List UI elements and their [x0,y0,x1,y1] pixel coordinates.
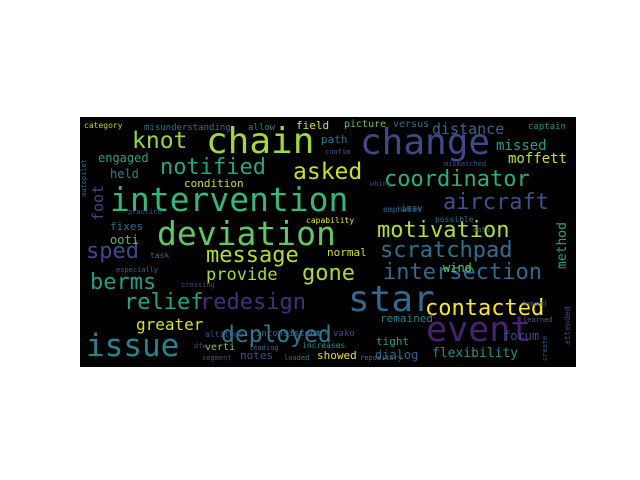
word-contacted: contacted [425,296,545,321]
word-showed: showed [317,349,357,362]
word-chain: chain [206,121,315,162]
word-notes: notes [240,349,274,362]
word-aircraft: aircraft [443,190,549,215]
word-whiny: whiny [370,180,392,188]
word-issue: issue [86,328,180,364]
word-learned: learned [523,316,553,324]
word-asked: asked [293,159,363,185]
word-leading: leading [249,344,279,352]
word-imav: imav [401,204,423,214]
word-cloud: intervention deviation chain change even… [80,117,576,367]
word-coordinator: coordinator [384,167,530,192]
word-start: start [307,329,329,337]
word-altitude: altitude [205,330,244,339]
word-attended: attended [563,306,572,345]
word-misunderstanding: misunderstanding [144,123,231,133]
word-condition: condition [184,177,244,190]
word-loaded: loaded [284,354,310,362]
word-normal: normal [327,246,367,259]
word-star: star [348,279,435,320]
word-deviation: deviation [157,214,336,253]
word-scratchpad: scratchpad [380,238,513,263]
word-relief: relief [124,290,204,315]
word-possible: possible [435,215,474,224]
word-dialog: dialog [375,348,419,362]
word-repository: repository [360,354,403,362]
word-demand: demand [521,300,547,308]
word-foot: foot [89,184,107,221]
word-notified: notified [160,155,266,180]
word-inconsistent: inconsistent [256,329,322,339]
word-category: category [84,121,123,130]
word-berms: berms [90,270,157,295]
word-provide: provide [206,265,278,285]
word-method: method [555,222,570,269]
word-dfw: dfw [194,342,207,350]
word-confim: confim [325,148,351,156]
word-vako: vako [333,329,355,339]
word-captain: captain [528,122,566,132]
word-sped: sped [86,239,139,264]
word-allow: allow [248,123,276,133]
word-emphasis: emphasis [383,205,422,214]
word-field: field [296,119,330,132]
word-message: message [206,243,299,268]
word-tight: tight [376,335,410,348]
word-motivation: motivation [377,218,510,243]
word-missed: missed [496,138,547,154]
word-capability: capability [306,216,355,225]
word-verti: verti [205,342,236,353]
word-knot: knot [132,128,188,154]
word-versus: versus [393,119,430,130]
word-especially: especially [116,266,159,274]
word-remained: remained [380,312,433,325]
word-redesign: redesign [200,290,306,315]
word-change: change [360,122,491,163]
word-practice: practice [128,208,162,216]
word-fixes: fixes [110,220,144,233]
word-increases: increases [302,341,346,350]
word-wind: wind [443,261,472,275]
word-crossing: crossing [181,281,215,289]
word-autopilot: autopilot [80,159,88,197]
word-greater: greater [136,315,204,334]
word-task: task [150,251,170,260]
word-path: path [321,133,348,146]
word-create: create [541,335,549,361]
word-data: data [473,226,490,234]
word-mismatched: mismatched [444,160,487,168]
word-held: held [110,167,139,181]
word-deployed: deployed [221,322,332,348]
word-flexibility: flexibility [432,346,519,361]
word-intervention: intervention [110,180,349,219]
word-picture: picture [344,119,387,130]
word-engaged: engaged [98,151,149,165]
word-segment: segment [202,354,232,362]
word-event: event [426,310,532,350]
word-moffett: moffett [508,151,568,167]
word-distance: distance [432,120,505,138]
word-ooti: ooti [110,233,139,247]
word-forum: forum [503,329,540,343]
word-intersection: intersection [383,260,542,285]
word-gone: gone [302,261,355,286]
